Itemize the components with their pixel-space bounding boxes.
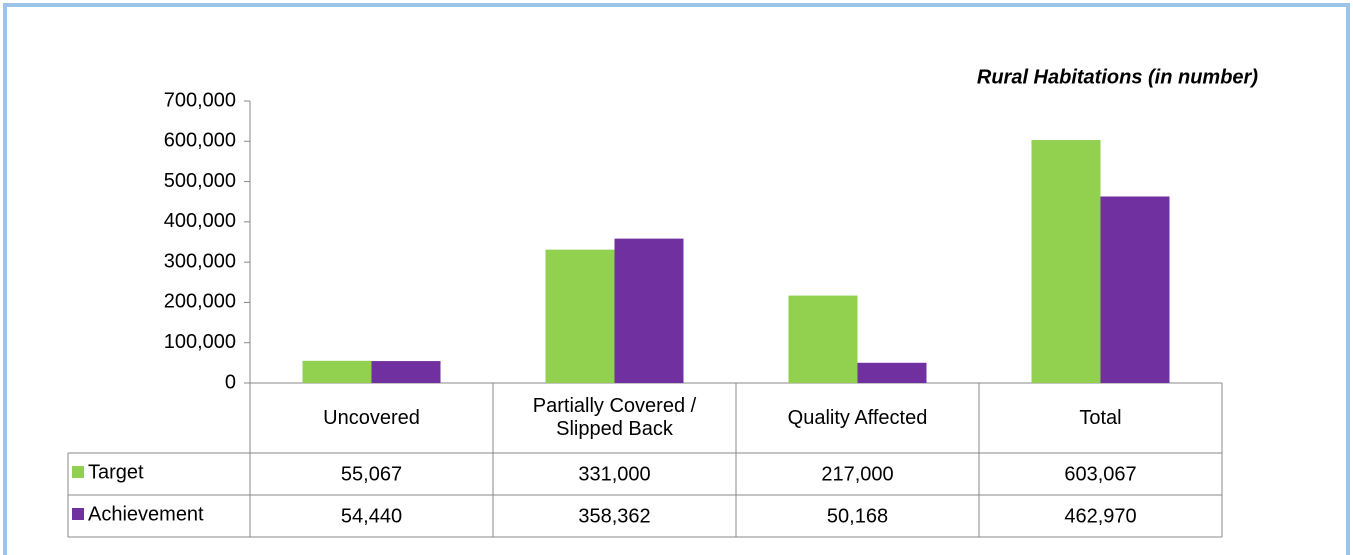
bar [857, 362, 927, 383]
y-tick-label: 300,000 [164, 250, 236, 272]
bar [1031, 140, 1101, 383]
y-tick-label: 600,000 [164, 130, 236, 152]
legend-label: Target [88, 461, 144, 483]
legend-swatch [72, 508, 84, 520]
y-tick-label: 0 [225, 371, 236, 393]
bar [371, 361, 441, 383]
data-label: 50,168 [827, 505, 888, 527]
chart-title: Rural Habitations (in number) [977, 66, 1258, 88]
data-label: 331,000 [578, 463, 650, 485]
data-label: 358,362 [578, 505, 650, 527]
bar [788, 295, 858, 383]
data-label: 462,970 [1064, 505, 1136, 527]
x-tick-label: Quality Affected [787, 406, 928, 429]
x-tick-label: Total [1079, 406, 1122, 429]
data-label: 54,440 [341, 505, 402, 527]
bar [614, 238, 684, 383]
legend-label: Achievement [88, 503, 204, 525]
x-tick-label: Partially Covered / Slipped Back [532, 395, 697, 440]
x-tick-label: Uncovered [323, 406, 420, 429]
y-tick-label: 100,000 [164, 331, 236, 353]
bar [1100, 196, 1170, 383]
y-tick-label: 400,000 [164, 210, 236, 232]
legend-swatch [72, 466, 84, 478]
data-label: 603,067 [1064, 463, 1136, 485]
frame [3, 3, 1350, 555]
data-label: 217,000 [821, 463, 893, 485]
bar [302, 360, 372, 383]
bar [545, 249, 615, 383]
y-tick-label: 500,000 [164, 170, 236, 192]
data-label: 55,067 [341, 463, 402, 485]
y-tick-label: 700,000 [164, 89, 236, 111]
y-tick-label: 200,000 [164, 291, 236, 313]
